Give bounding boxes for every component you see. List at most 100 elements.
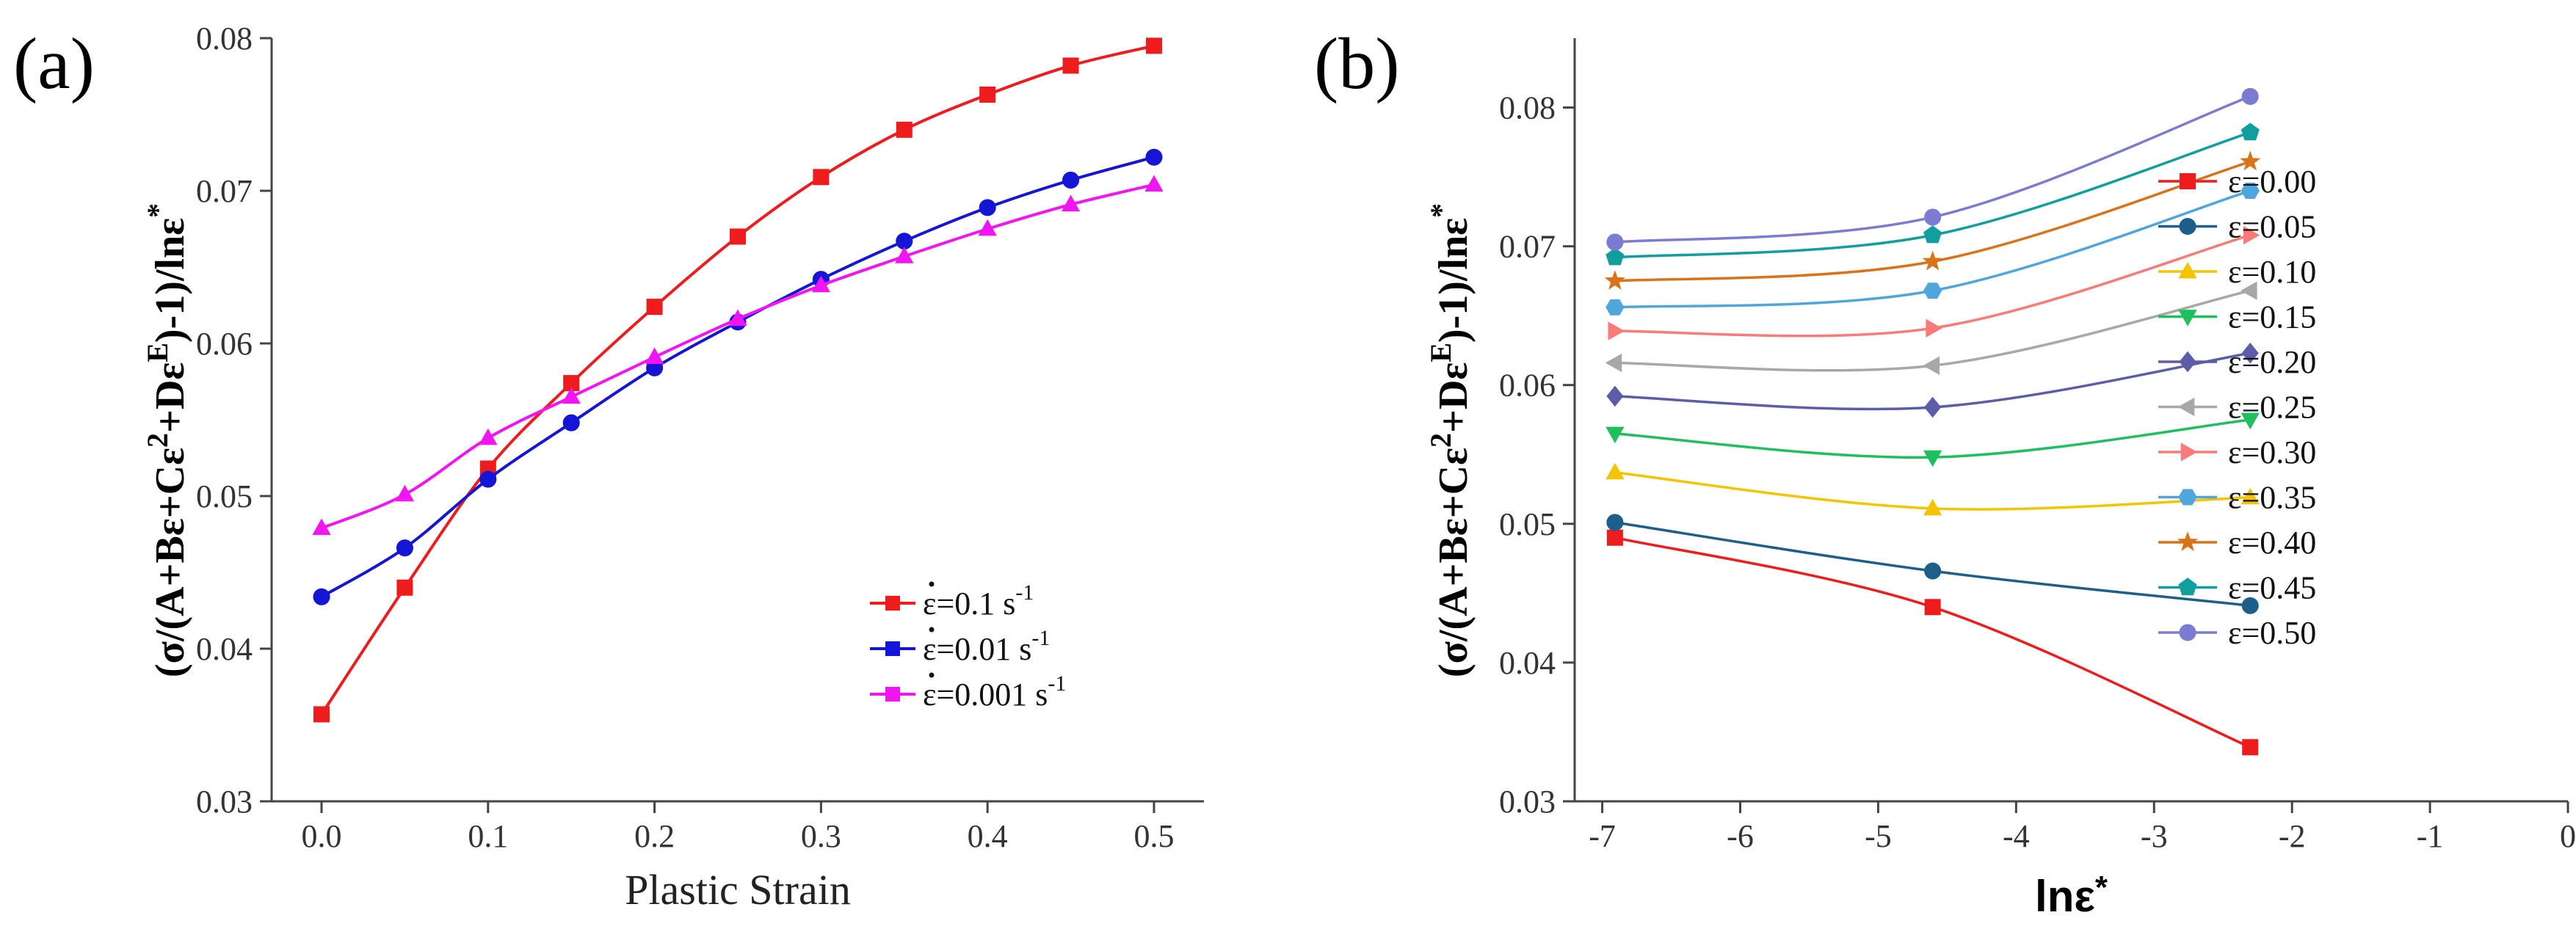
y-tick-label: 0.05 <box>1499 506 1556 542</box>
series-8 <box>1606 183 2260 316</box>
y-tick-label: 0.05 <box>196 478 253 514</box>
series-10 <box>1606 123 2260 266</box>
data-point <box>645 347 664 365</box>
data-point <box>2241 123 2260 141</box>
panel-b-chart: (b) (σ/(A+Bε+Cε2+DεE)-1)/lnε* -7 -6 -5 -4 -3… <box>1314 23 2576 921</box>
rate-dot-icon <box>929 627 935 633</box>
legend-marker <box>885 641 900 656</box>
data-point <box>730 228 746 245</box>
x-tick-label: -5 <box>1865 818 1892 854</box>
data-point <box>1145 37 1162 54</box>
data-point <box>895 247 914 263</box>
data-point <box>1924 599 1941 616</box>
data-point <box>312 518 331 535</box>
legend-label: ε=0.00 <box>2228 164 2316 200</box>
series-line <box>320 156 1155 599</box>
panel-b-legend: ε=0.00 ε=0.05 ε=0.10 ε=0.15 ε=0.20 ε=0.25 ε=0.… <box>2158 164 2316 651</box>
legend-label: ε=0.10 <box>2228 254 2316 290</box>
legend-marker <box>2177 531 2199 551</box>
panel-b-ylabel-part: +Dε <box>1431 363 1476 433</box>
data-point <box>1144 175 1164 192</box>
y-tick-label: 0.04 <box>1499 645 1556 681</box>
x-tick-label: 0.1 <box>468 818 508 854</box>
x-tick-label: -7 <box>1589 818 1616 854</box>
y-tick-label: 0.08 <box>1499 90 1556 126</box>
legend-label: ε=0.1 s-1 <box>923 580 1034 622</box>
series-6 <box>1605 281 2257 375</box>
data-point <box>1923 225 1942 244</box>
data-point <box>978 219 997 236</box>
legend-marker <box>2178 310 2197 327</box>
data-point <box>1606 426 1625 444</box>
y-tick-label: 0.04 <box>196 631 253 667</box>
x-tick-label: -3 <box>2141 818 2168 854</box>
y-tick-label: 0.03 <box>196 784 253 820</box>
data-point <box>1605 353 1622 373</box>
legend-label: ε=0.40 <box>2228 525 2316 561</box>
legend-entry-4: ε=0.15 <box>2158 299 2316 335</box>
legend-label: ε=0.25 <box>2228 390 2316 426</box>
series-3 <box>1606 462 2260 516</box>
data-point <box>1924 208 1942 226</box>
legend-marker <box>2179 624 2196 641</box>
legend-label: ε=0.15 <box>2228 299 2316 335</box>
panel-b-letter: (b) <box>1314 23 1400 104</box>
series-1 <box>1606 529 2259 756</box>
x-tick-label: -6 <box>1727 818 1754 854</box>
data-point <box>1606 299 1625 316</box>
data-point <box>2240 150 2261 171</box>
legend-marker <box>2178 578 2197 596</box>
data-point <box>1145 148 1163 166</box>
legend-marker <box>885 687 900 702</box>
panel-b-xlabel-star: * <box>2095 870 2108 906</box>
data-point <box>2241 183 2260 199</box>
panel-a-series <box>312 37 1164 723</box>
data-point <box>1924 396 1942 418</box>
series-7 <box>1608 225 2260 340</box>
data-point <box>1923 356 1940 375</box>
panel-a-x-axis-title: Plastic Strain <box>625 866 851 914</box>
legend-marker <box>2179 351 2196 373</box>
data-point <box>396 539 413 557</box>
legend-marker <box>2180 173 2196 189</box>
panel-b-ylabel-sup: 2 <box>1424 433 1457 448</box>
panel-b-ylabel-part: )-1)/lnε <box>1431 218 1476 343</box>
series-3 <box>312 175 1164 535</box>
legend-marker <box>2180 442 2198 462</box>
y-tick-label: 0.08 <box>196 21 253 57</box>
x-tick-label: 0 <box>2560 818 2576 854</box>
panel-a-chart: (a) (σ/(A+Bε+Cε2+DεE)-1)/lnε* 0.0 0.1 0.2 0… <box>13 21 1204 914</box>
data-point <box>811 275 830 293</box>
panel-a-axes: 0.0 0.1 0.2 0.3 0.4 0.5 0.03 0.04 0.05 0.06 0.07 0.… <box>196 21 1204 854</box>
legend-label: ε=0.01 s-1 <box>923 626 1050 667</box>
legend-label: ε=0.05 <box>2228 209 2316 245</box>
data-point <box>562 387 581 404</box>
series-1 <box>313 37 1162 723</box>
data-point <box>396 579 413 596</box>
data-point <box>2241 487 2260 505</box>
data-point <box>728 309 747 327</box>
legend-entry-6: ε=0.25 <box>2158 390 2316 426</box>
panel-b-ylabel-star: * <box>1424 203 1457 218</box>
data-point <box>1606 247 1625 266</box>
data-point <box>1606 233 1624 251</box>
series-line <box>320 44 1155 715</box>
legend-marker <box>2177 397 2195 417</box>
panel-b-ylabel-sup: E <box>1424 343 1457 363</box>
legend-marker <box>2178 489 2197 506</box>
data-point <box>1606 462 1625 480</box>
panel-a-legend: ε=0.1 s-1ε=0.01 s-1ε=0.001 s-1 <box>870 580 1066 713</box>
y-tick-label: 0.03 <box>1499 784 1556 820</box>
x-tick-label: -2 <box>2279 818 2306 854</box>
data-point <box>1062 57 1079 74</box>
legend-entry-10: ε=0.45 <box>2158 570 2316 606</box>
y-tick-label: 0.06 <box>1499 368 1556 404</box>
legend-label: ε=0.50 <box>2228 615 2316 651</box>
panel-b-series <box>1604 87 2261 756</box>
rate-dot-icon <box>929 672 935 678</box>
panel-a-ylabel-part: (σ/(A+Bε+Cε <box>148 448 193 677</box>
x-tick-label: 0.2 <box>634 818 675 854</box>
series-2 <box>1606 514 2259 614</box>
data-point <box>479 470 497 488</box>
data-point <box>313 588 330 605</box>
